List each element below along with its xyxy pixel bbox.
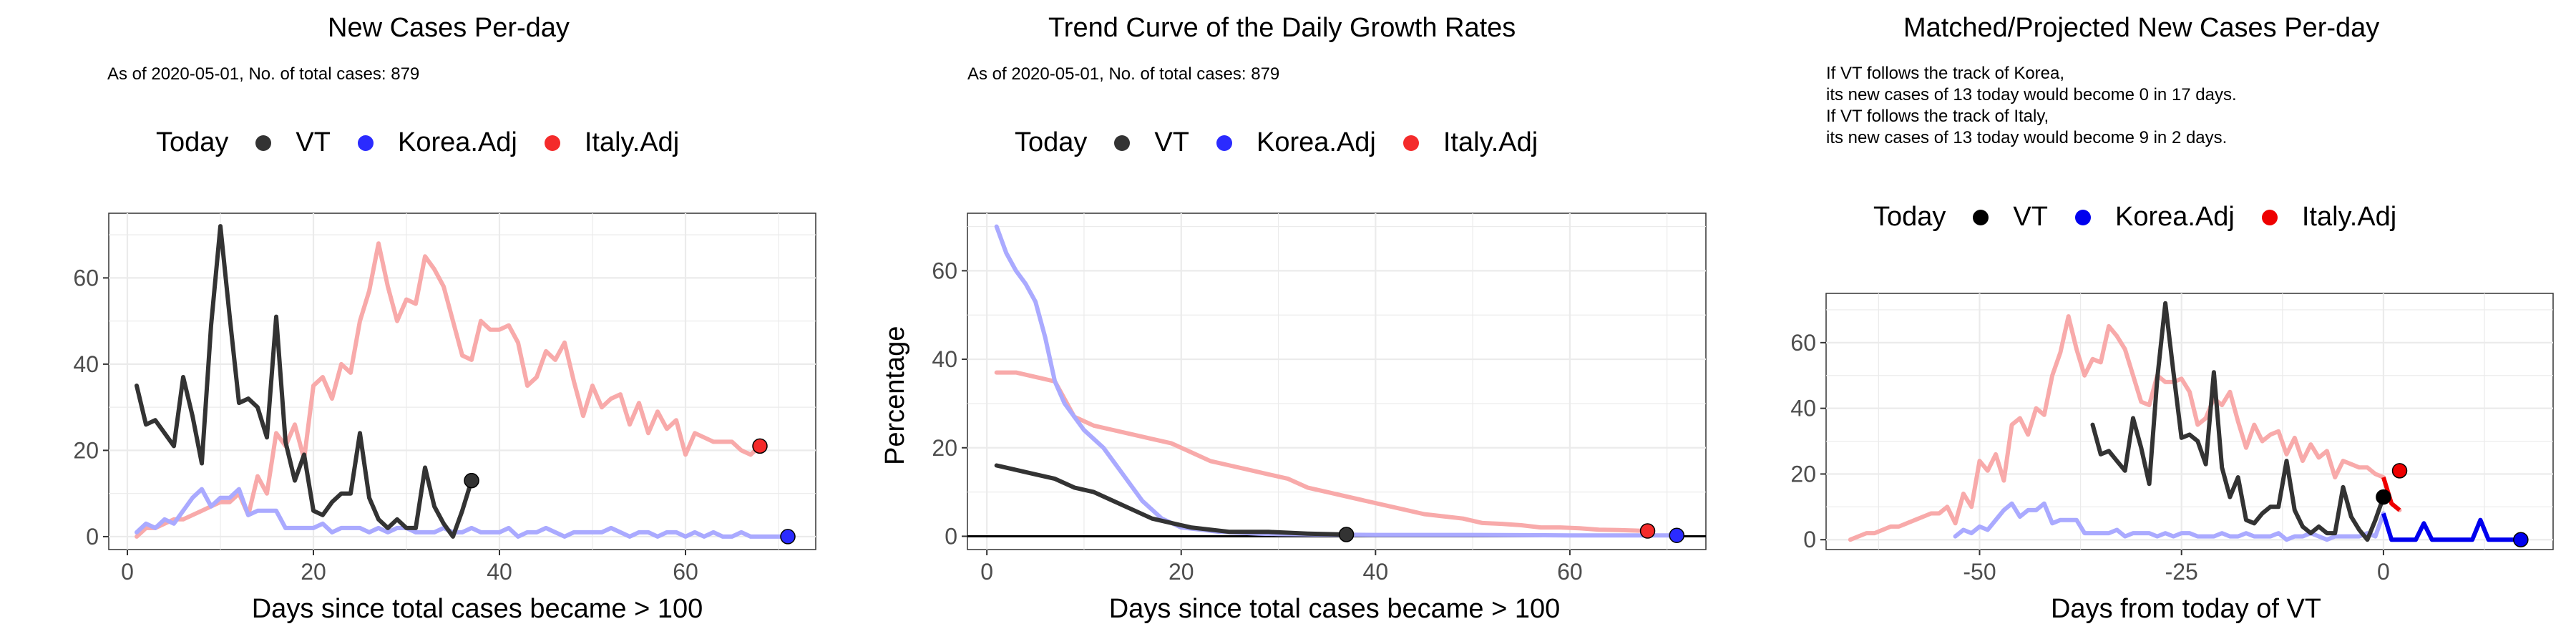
legend-label-korea: Korea.Adj [2114,202,2235,232]
series-line-italy-adj [994,370,1650,533]
y-tick-label: 0 [945,523,957,549]
series-line-italy-projected [2381,477,2401,512]
projection-notes: If VT follows the track of Korea, its ne… [1826,63,2237,149]
y-tick-label: 40 [932,346,957,372]
y-tick-label: 40 [1790,396,1816,421]
today-point-korea-adj [2513,532,2529,547]
chart-growth-rates: 0 20 40 60 0 20 40 60 [932,213,1707,585]
legend-item-korea: Korea.Adj [1216,127,1376,158]
legend-title: Today [1873,202,1946,232]
x-tick-label: -50 [1963,559,1996,585]
today-point-vt [2376,489,2391,505]
today-point-italy-adj [1639,523,1656,539]
legend-dot-vt [1973,209,1989,225]
legend-item-italy: Italy.Adj [544,127,680,158]
y-tick-label: 20 [1790,461,1816,487]
x-tick-label: 60 [1557,559,1583,585]
legend: Today VT Korea.Adj Italy.Adj [1015,127,1565,158]
panel-matched-projected: Matched/Projected New Cases Per-day If V… [1717,0,2576,644]
series-line-korea-projected [2381,512,2521,542]
x-tick-label: -25 [2165,559,2198,585]
today-point-italy-adj [2391,463,2408,479]
legend-item-korea: Korea.Adj [2074,202,2235,233]
y-tick-label: 20 [73,437,99,463]
x-tick-label: 0 [980,559,993,585]
y-axis-label: Percentage [880,326,910,465]
series-line-vt [994,463,1349,537]
x-tick-label: 60 [673,559,698,585]
note-line: If VT follows the track of Korea, [1826,64,2065,83]
legend-dot-italy [544,135,560,151]
x-axis-label: Days since total cases became > 100 [1108,594,1561,624]
legend-dot-italy [1402,135,1419,151]
panel-growth-rates: Trend Curve of the Daily Growth Rates As… [859,0,1717,644]
x-tick-label: 0 [121,559,134,585]
series-line-korea-adj [135,487,790,539]
legend-title: Today [156,127,229,157]
y-tick-label: 60 [73,265,99,291]
y-tick-label: 0 [86,524,99,550]
legend-dot-korea [357,135,374,151]
note-line: its new cases of 13 today would become 0… [1826,85,2237,104]
legend: Today VT Korea.Adj Italy.Adj [156,127,706,158]
series-line-vt [2090,301,2386,542]
legend-dot-korea [1216,135,1232,151]
today-point-korea-adj [1669,527,1685,543]
x-tick-label: 20 [1169,559,1194,585]
legend-label-italy: Italy.Adj [1443,127,1538,157]
x-axis-label: Days from today of VT [2050,594,2322,624]
legend-item-italy: Italy.Adj [2261,202,2397,233]
y-tick-label: 60 [932,258,957,283]
legend-label-korea: Korea.Adj [1256,127,1376,157]
x-tick-label: 0 [2377,559,2390,585]
legend-label-vt: VT [296,127,331,157]
note-line: If VT follows the track of Italy, [1826,107,2049,126]
series-line-italy-adj [1848,314,2402,542]
x-tick-label: 20 [301,559,326,585]
x-tick-label: 40 [1363,559,1389,585]
legend-item-korea: Korea.Adj [357,127,517,158]
legend-label-vt: VT [2013,202,2048,232]
y-tick-label: 0 [1803,527,1816,552]
x-tick-label: 40 [487,559,512,585]
chart-title: Matched/Projected New Cases Per-day [1903,13,2380,43]
note-line: its new cases of 13 today would become 9… [1826,128,2228,147]
chart-title: New Cases Per-day [328,13,570,43]
legend-item-vt: VT [1114,127,1189,158]
chart-title: Trend Curve of the Daily Growth Rates [1048,13,1516,43]
legend-label-korea: Korea.Adj [397,127,517,157]
x-axis-label: Days since total cases became > 100 [251,594,703,624]
today-point-italy-adj [752,438,768,454]
legend-title: Today [1015,127,1088,157]
legend-item-italy: Italy.Adj [1402,127,1538,158]
panel-new-cases: New Cases Per-day As of 2020-05-01, No. … [0,0,859,644]
legend-dot-vt [1114,135,1131,151]
chart-matched-projected: -50 -25 0 0 20 40 60 [1790,293,2554,585]
legend-dot-italy [2261,209,2278,225]
series-line-vt [135,224,474,539]
y-tick-label: 40 [73,351,99,377]
plot-panel [967,213,1707,550]
chart-subtitle: As of 2020-05-01, No. of total cases: 87… [107,64,420,84]
chart-subtitle: As of 2020-05-01, No. of total cases: 87… [967,64,1280,84]
y-tick-label: 20 [932,435,957,461]
today-point-korea-adj [780,529,796,545]
today-point-vt [1338,527,1355,542]
legend-label-italy: Italy.Adj [2301,202,2397,232]
y-tick-label: 60 [1790,330,1816,356]
legend-item-vt: VT [255,127,331,158]
legend-label-vt: VT [1154,127,1189,157]
legend: Today VT Korea.Adj Italy.Adj [1873,202,2424,233]
today-point-vt [464,472,479,489]
legend-label-italy: Italy.Adj [584,127,680,157]
legend-dot-vt [255,135,272,151]
legend-item-vt: VT [1973,202,2048,233]
legend-dot-korea [2074,209,2091,225]
chart-new-cases: 0 20 40 60 0 20 40 60 [73,213,816,585]
plot-panel [1825,293,2554,550]
